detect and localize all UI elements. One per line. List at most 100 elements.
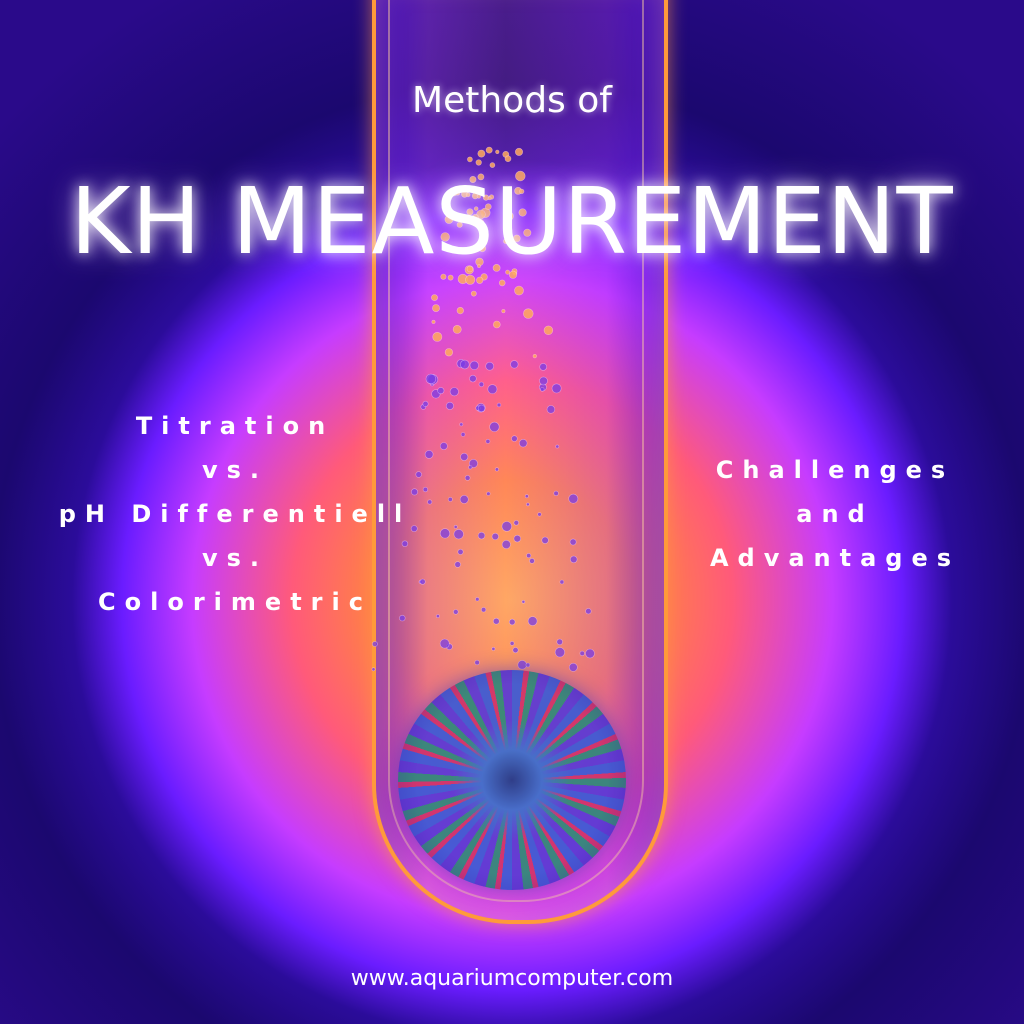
bubble <box>477 404 486 413</box>
bubble <box>512 234 521 243</box>
bubble <box>496 402 502 408</box>
bubble <box>494 467 499 472</box>
bubble <box>501 521 512 532</box>
bubble <box>511 435 518 442</box>
method-line: Colorimetric <box>98 588 372 616</box>
bubble <box>455 190 461 196</box>
bubble <box>489 421 500 433</box>
topic-line: Challenges <box>715 456 955 484</box>
bubble <box>512 647 519 654</box>
bubble <box>477 264 481 269</box>
bubble <box>453 529 464 540</box>
bubble <box>523 228 532 237</box>
bubble <box>495 149 500 154</box>
bubble <box>492 320 501 329</box>
bubble <box>501 309 506 314</box>
bubble <box>521 599 526 604</box>
bubble <box>453 525 458 529</box>
bubble <box>476 194 481 199</box>
bubble <box>449 387 459 397</box>
bubble <box>484 203 492 210</box>
bubble <box>491 532 499 541</box>
bubble <box>514 147 523 156</box>
bubble <box>459 494 469 504</box>
method-line: vs. <box>201 456 269 484</box>
bubble <box>415 471 422 478</box>
bubble <box>569 538 577 546</box>
bubble <box>478 381 485 388</box>
bubble <box>556 638 563 646</box>
bubble <box>410 525 418 532</box>
bubble <box>478 244 487 253</box>
bubble <box>475 159 482 166</box>
bubble <box>527 616 538 626</box>
bubble <box>469 374 477 383</box>
bubble <box>491 647 496 651</box>
bubble <box>444 215 454 224</box>
bubble <box>432 331 443 342</box>
bubble <box>371 641 378 647</box>
bubble <box>477 173 485 181</box>
bubble <box>439 442 448 450</box>
bubble <box>555 444 560 449</box>
topic-line: Advantages <box>709 544 961 572</box>
bubble <box>523 308 534 319</box>
bubble <box>514 285 524 296</box>
bubble <box>456 307 464 315</box>
bubble <box>431 294 438 301</box>
bubble <box>485 146 493 154</box>
bubble <box>568 493 579 504</box>
bubble <box>439 528 451 539</box>
bubble <box>460 359 470 370</box>
bubble <box>504 155 512 162</box>
bubble <box>440 273 447 280</box>
bubble <box>468 465 473 470</box>
bubble <box>401 540 409 547</box>
bubble <box>467 156 473 163</box>
bubble <box>540 387 545 392</box>
bubble <box>546 405 556 414</box>
bubble <box>537 512 542 517</box>
bubble <box>474 218 485 229</box>
bubble <box>585 608 592 615</box>
bubble <box>526 502 530 507</box>
bubble <box>525 662 531 668</box>
bubble <box>474 206 479 211</box>
bubble <box>554 647 566 658</box>
bubble <box>532 354 537 359</box>
bubble <box>440 232 450 242</box>
bubble <box>486 491 491 496</box>
bubble <box>425 373 437 385</box>
bubble <box>485 438 491 444</box>
bubble <box>485 361 495 371</box>
bubble <box>456 221 463 228</box>
bubble <box>445 401 454 410</box>
bubble <box>477 149 486 158</box>
bubble <box>447 274 454 281</box>
bubble <box>526 553 532 559</box>
bubble <box>510 360 519 369</box>
bubble <box>541 536 549 544</box>
bubble <box>498 279 506 287</box>
bubble <box>518 208 527 217</box>
bubble <box>470 290 477 297</box>
bubble <box>466 265 474 273</box>
bubble <box>553 490 559 497</box>
bubble <box>410 488 418 496</box>
bubble <box>464 475 471 481</box>
bubble <box>504 226 513 235</box>
bubble <box>568 662 578 672</box>
bubble <box>453 609 459 615</box>
bubble <box>452 324 462 334</box>
bubble <box>460 432 466 437</box>
bubble <box>551 383 562 394</box>
bubble <box>419 578 426 585</box>
topics-list: Challenges and Advantages <box>660 448 1010 580</box>
test-tube-inner-wall <box>388 0 644 902</box>
bubble <box>475 597 480 602</box>
bubble <box>465 274 476 285</box>
subtitle: Methods of <box>412 80 612 121</box>
bubble <box>489 162 496 168</box>
bubble <box>513 520 519 526</box>
